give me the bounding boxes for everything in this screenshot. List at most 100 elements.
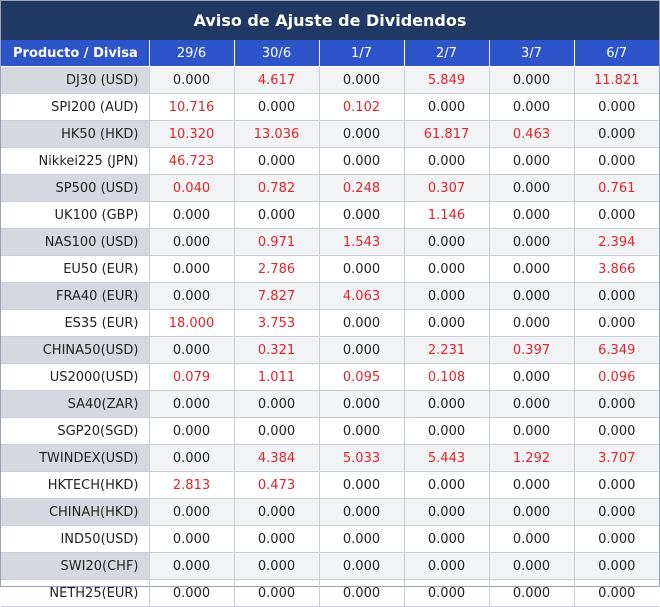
- dividend-value-cell: 0.000: [403, 417, 489, 445]
- dividend-value-cell: 5.443: [403, 444, 489, 472]
- column-header-product: Producto / Divisa: [1, 40, 149, 67]
- dividend-value-cell: 0.307: [403, 174, 489, 202]
- dividend-value-cell: 0.000: [403, 93, 489, 121]
- dividend-value-cell: 0.000: [573, 390, 659, 418]
- dividend-value-cell: 0.000: [403, 390, 489, 418]
- dividend-value-cell: 6.349: [573, 336, 659, 364]
- dividend-value-cell: 0.248: [318, 174, 404, 202]
- product-name-cell: SA40(ZAR): [1, 390, 149, 418]
- dividend-value-cell: 0.000: [403, 579, 489, 607]
- product-name-cell: HKTECH(HKD): [1, 471, 149, 499]
- table-row: Nikkei225 (JPN) 46.723 0.000 0.000 0.000 0.00…: [1, 147, 659, 175]
- dividend-value-cell: 0.040: [148, 174, 234, 202]
- dividend-value-cell: 0.000: [488, 525, 574, 553]
- dividend-value-cell: 4.063: [318, 282, 404, 310]
- dividend-value-cell: 0.000: [403, 282, 489, 310]
- dividend-value-cell: 2.786: [233, 255, 319, 283]
- table-row: SGP20(SGD) 0.000 0.000 0.000 0.000 0.000 0.000: [1, 417, 659, 445]
- dividend-value-cell: 0.000: [318, 417, 404, 445]
- dividend-value-cell: 7.827: [233, 282, 319, 310]
- dividend-value-cell: 0.000: [233, 552, 319, 580]
- product-name-cell: HK50 (HKD): [1, 120, 149, 148]
- dividend-value-cell: 0.000: [573, 579, 659, 607]
- product-name-cell: Nikkei225 (JPN): [1, 147, 149, 175]
- dividend-value-cell: 0.463: [488, 120, 574, 148]
- dividend-value-cell: 0.000: [318, 471, 404, 499]
- dividend-value-cell: 0.000: [573, 471, 659, 499]
- dividend-value-cell: 0.000: [403, 471, 489, 499]
- product-name-cell: SGP20(SGD): [1, 417, 149, 445]
- dividend-value-cell: 0.108: [403, 363, 489, 391]
- dividend-value-cell: 0.000: [148, 579, 234, 607]
- column-header-date: 6/7: [573, 40, 659, 67]
- table-row: SWI20(CHF) 0.000 0.000 0.000 0.000 0.000 0.000: [1, 552, 659, 580]
- page-title: Aviso de Ajuste de Dividendos: [1, 1, 659, 40]
- dividend-value-cell: 3.707: [573, 444, 659, 472]
- table-row: HKTECH(HKD) 2.813 0.473 0.000 0.000 0.000 0.00…: [1, 471, 659, 499]
- dividend-value-cell: 0.000: [233, 93, 319, 121]
- dividend-value-cell: 0.000: [403, 525, 489, 553]
- dividend-value-cell: 46.723: [148, 147, 234, 175]
- product-name-cell: SP500 (USD): [1, 174, 149, 202]
- dividend-value-cell: 0.096: [573, 363, 659, 391]
- dividend-value-cell: 0.000: [148, 228, 234, 256]
- dividend-value-cell: 3.753: [233, 309, 319, 337]
- dividend-value-cell: 0.000: [488, 228, 574, 256]
- product-name-cell: IND50(USD): [1, 525, 149, 553]
- product-name-cell: SWI20(CHF): [1, 552, 149, 580]
- dividend-value-cell: 0.000: [488, 417, 574, 445]
- dividend-value-cell: 0.000: [318, 255, 404, 283]
- dividend-value-cell: 2.231: [403, 336, 489, 364]
- dividend-value-cell: 0.000: [233, 498, 319, 526]
- dividend-value-cell: 0.000: [318, 390, 404, 418]
- dividend-value-cell: 0.000: [488, 498, 574, 526]
- dividend-value-cell: 0.000: [148, 201, 234, 229]
- dividend-value-cell: 0.000: [148, 498, 234, 526]
- column-header-date: 3/7: [488, 40, 574, 67]
- dividend-value-cell: 0.000: [318, 66, 404, 94]
- dividend-value-cell: 10.716: [148, 93, 234, 121]
- dividend-value-cell: 0.000: [573, 552, 659, 580]
- dividend-value-cell: 0.000: [573, 417, 659, 445]
- dividend-value-cell: 0.000: [403, 498, 489, 526]
- dividend-value-cell: 1.543: [318, 228, 404, 256]
- dividend-value-cell: 0.000: [403, 309, 489, 337]
- dividend-value-cell: 0.000: [403, 552, 489, 580]
- table-row: NAS100 (USD) 0.000 0.971 1.543 0.000 0.000 2.3…: [1, 228, 659, 256]
- dividend-value-cell: 0.000: [488, 93, 574, 121]
- dividend-value-cell: 0.000: [403, 255, 489, 283]
- dividend-value-cell: 0.000: [148, 66, 234, 94]
- dividend-value-cell: 1.146: [403, 201, 489, 229]
- dividend-value-cell: 0.782: [233, 174, 319, 202]
- dividend-value-cell: 0.000: [488, 552, 574, 580]
- dividend-value-cell: 0.095: [318, 363, 404, 391]
- dividend-value-cell: 0.102: [318, 93, 404, 121]
- dividend-value-cell: 0.000: [573, 282, 659, 310]
- dividend-value-cell: 0.000: [318, 147, 404, 175]
- dividend-value-cell: 4.617: [233, 66, 319, 94]
- dividend-value-cell: 18.000: [148, 309, 234, 337]
- dividend-table: Producto / Divisa 29/6 30/6 1/7 2/7 3/7 …: [1, 40, 659, 607]
- dividend-value-cell: 1.011: [233, 363, 319, 391]
- product-name-cell: TWINDEX(USD): [1, 444, 149, 472]
- dividend-value-cell: 0.000: [403, 228, 489, 256]
- dividend-value-cell: 0.000: [233, 147, 319, 175]
- product-name-cell: NAS100 (USD): [1, 228, 149, 256]
- table-row: NETH25(EUR) 0.000 0.000 0.000 0.000 0.000 0.00…: [1, 579, 659, 607]
- dividend-value-cell: 0.000: [403, 147, 489, 175]
- dividend-value-cell: 0.000: [573, 498, 659, 526]
- dividend-value-cell: 0.000: [318, 120, 404, 148]
- dividend-value-cell: 0.000: [488, 174, 574, 202]
- dividend-value-cell: 0.000: [318, 552, 404, 580]
- table-row: FRA40 (EUR) 0.000 7.827 4.063 0.000 0.000 0.00…: [1, 282, 659, 310]
- table-row: IND50(USD) 0.000 0.000 0.000 0.000 0.000 0.000: [1, 525, 659, 553]
- table-body: DJ30 (USD) 0.000 4.617 0.000 5.849 0.000 11.82…: [1, 66, 659, 607]
- dividend-value-cell: 0.000: [488, 390, 574, 418]
- product-name-cell: DJ30 (USD): [1, 66, 149, 94]
- dividend-value-cell: 0.000: [148, 417, 234, 445]
- table-row: ES35 (EUR) 18.000 3.753 0.000 0.000 0.000 0.00…: [1, 309, 659, 337]
- dividend-value-cell: 10.320: [148, 120, 234, 148]
- dividend-value-cell: 0.079: [148, 363, 234, 391]
- product-name-cell: US2000(USD): [1, 363, 149, 391]
- product-name-cell: CHINAH(HKD): [1, 498, 149, 526]
